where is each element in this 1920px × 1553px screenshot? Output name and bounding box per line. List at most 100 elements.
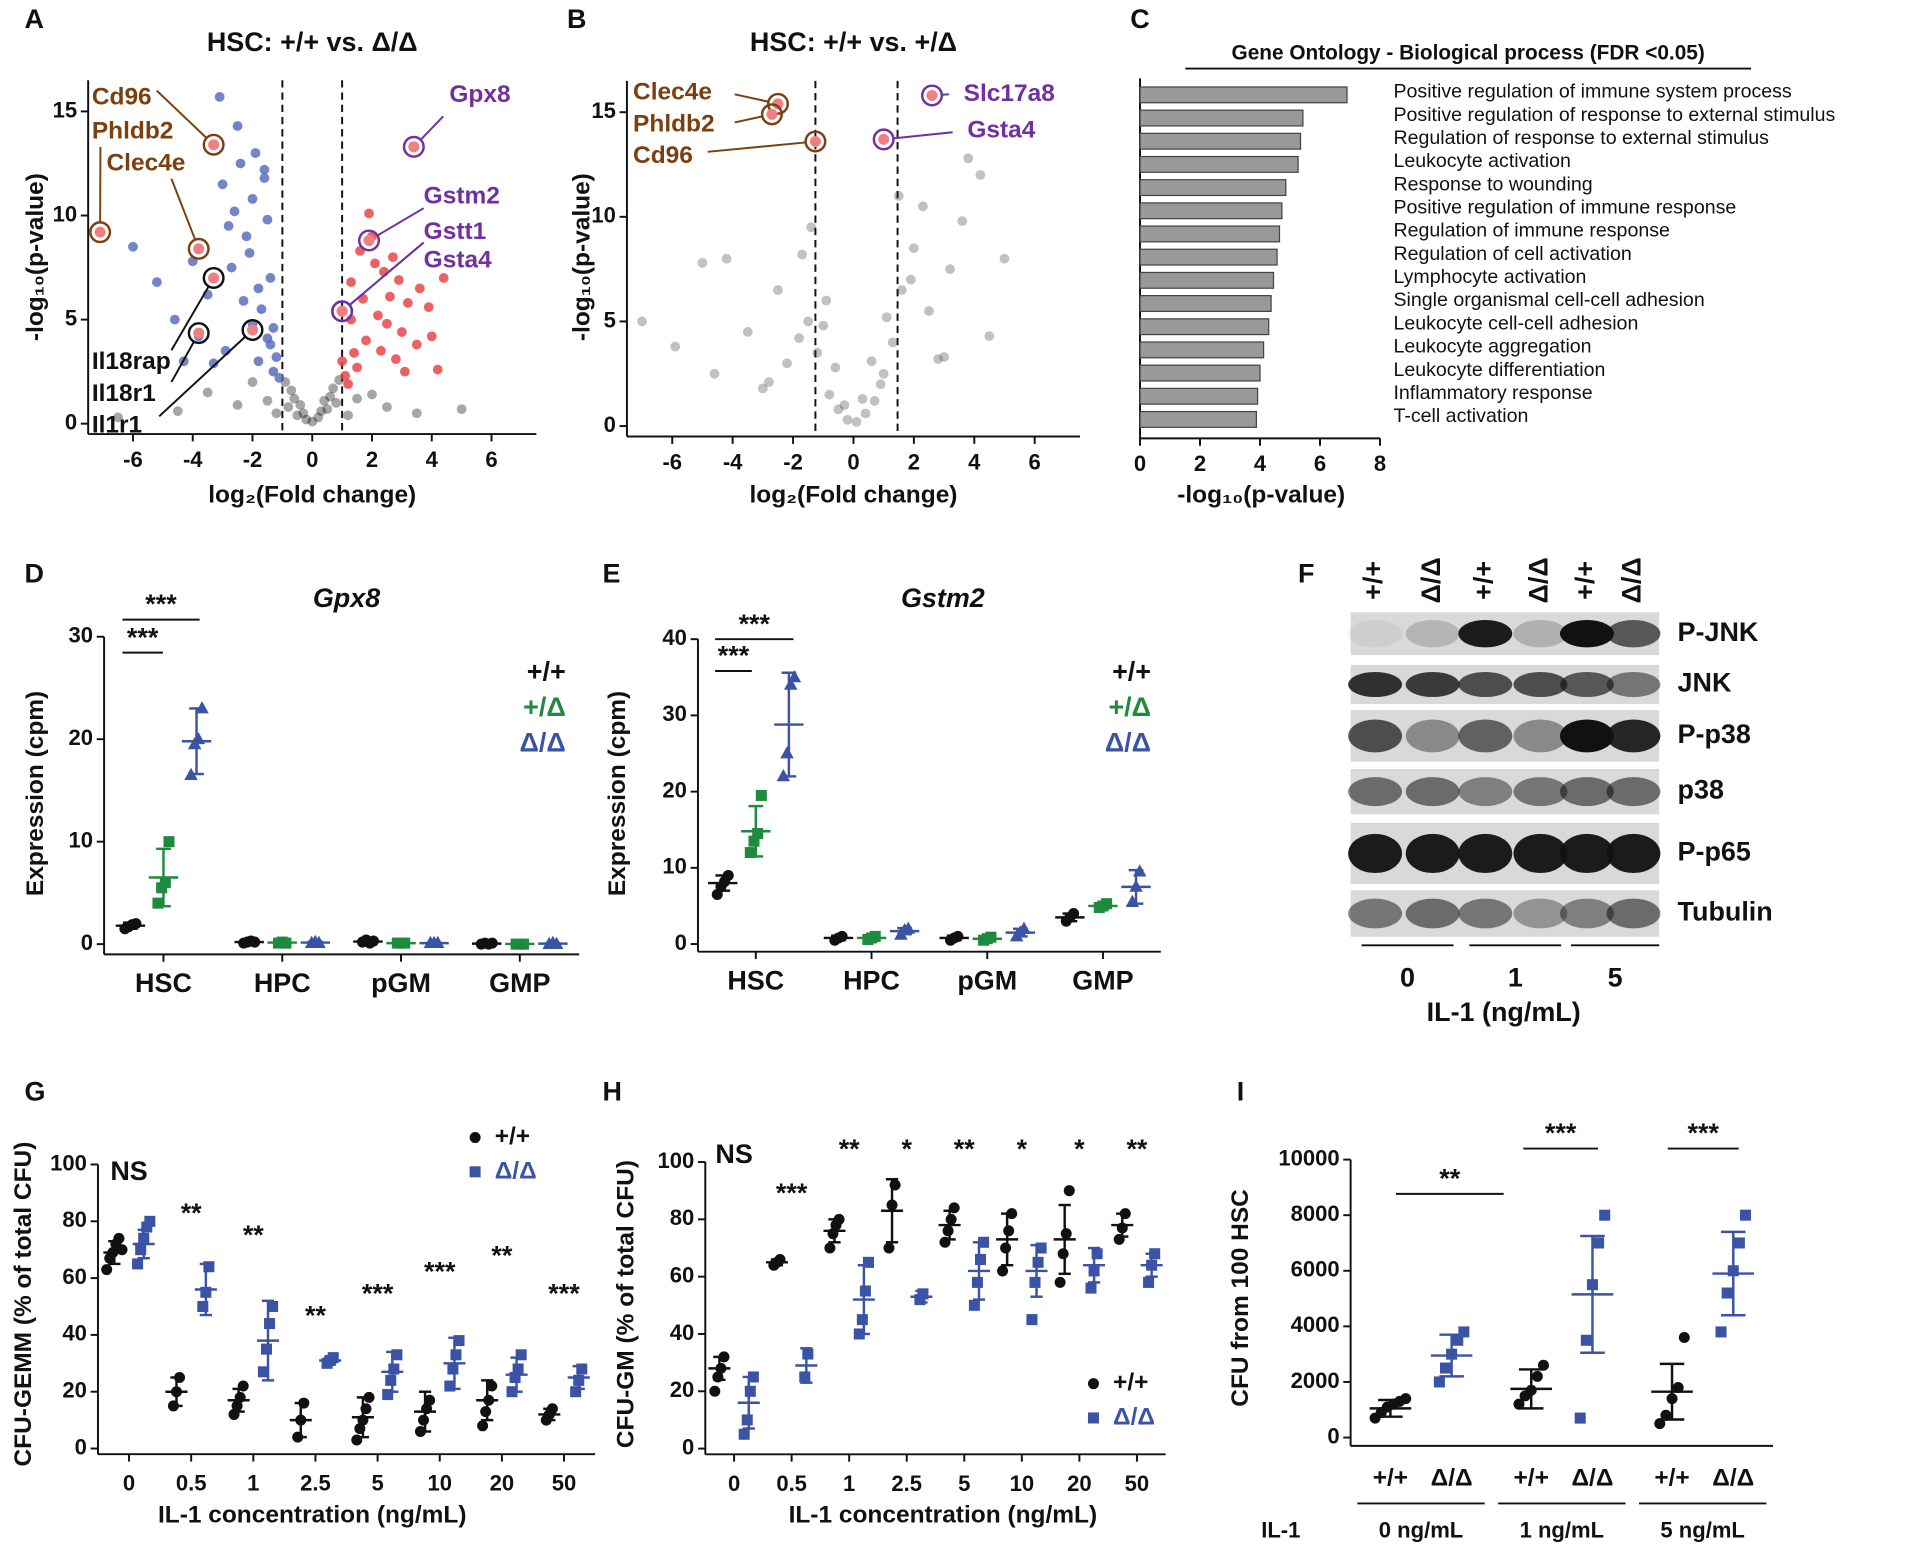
legend-label: Δ/Δ: [1105, 728, 1151, 758]
point: [896, 285, 907, 295]
y-tick-label: 20: [670, 1377, 695, 1402]
x-tick-label: Δ/Δ: [1571, 1464, 1613, 1491]
data-point: [1063, 1185, 1075, 1197]
point: [824, 389, 835, 400]
blot-band: [1458, 619, 1513, 648]
blot-band: [1560, 833, 1614, 874]
x-tick-label: 2: [908, 449, 920, 474]
blot-band: [1513, 719, 1568, 753]
leader-line: [158, 335, 246, 418]
significance-label: *: [901, 1134, 912, 1164]
annotation-label: Clec4e: [107, 150, 186, 177]
data-point: [1060, 1228, 1072, 1240]
category-label: Leukocyte cell-cell adhesion: [1393, 312, 1638, 334]
y-tick-label: 100: [658, 1148, 695, 1173]
y-tick-label: 6000: [1291, 1257, 1340, 1282]
blot-band: [1513, 777, 1568, 807]
x-tick-label: 2.5: [891, 1471, 922, 1496]
point: [262, 395, 273, 406]
highlight-ring: [804, 130, 827, 153]
point: [637, 316, 647, 327]
data-point: [1433, 1376, 1445, 1388]
panel-letter: H: [602, 1077, 621, 1107]
point: [316, 406, 327, 417]
annotation-label: Cd96: [92, 83, 152, 110]
x-tick-label: 0.5: [776, 1471, 807, 1496]
point: [271, 352, 282, 362]
x-tick-label: -4: [183, 447, 203, 472]
highlight-point: [363, 234, 375, 247]
x-tick-label: -2: [783, 449, 803, 474]
bar: [1139, 271, 1275, 289]
x-tick-label: +/+: [1654, 1464, 1689, 1491]
point: [851, 416, 862, 427]
data-point: [738, 1428, 750, 1440]
bar: [1139, 155, 1299, 173]
x-tick-label: 1: [843, 1471, 855, 1496]
y-tick-label: 80: [62, 1207, 87, 1232]
x-tick-label: 10: [427, 1471, 452, 1496]
point: [169, 314, 180, 325]
point: [812, 347, 823, 358]
protein-label: p38: [1678, 775, 1724, 805]
data-point: [486, 1380, 498, 1392]
blot-band: [1405, 833, 1460, 874]
x-tick-label: HSC: [135, 968, 192, 998]
point: [866, 356, 877, 367]
highlight-ring: [760, 103, 783, 126]
data-point: [1035, 1242, 1047, 1254]
point: [229, 206, 240, 217]
point: [393, 275, 404, 285]
panel-letter: A: [24, 4, 43, 34]
blot-band: [1513, 898, 1568, 929]
data-point: [1721, 1287, 1733, 1299]
data-point: [802, 1348, 814, 1360]
highlight-ring: [241, 318, 264, 342]
highlight-point: [246, 324, 259, 336]
data-point: [512, 1363, 524, 1375]
data-point: [1654, 1418, 1666, 1430]
annotation-label: Gsta4: [967, 116, 1035, 143]
y-tick-label: 10: [591, 203, 616, 228]
legend-label: Δ/Δ: [1113, 1403, 1155, 1430]
x-tick-label: 2.5: [300, 1471, 331, 1496]
legend-marker: [1087, 1378, 1099, 1390]
point: [721, 253, 732, 264]
point: [340, 370, 351, 381]
highlight-point: [926, 89, 938, 101]
data-point: [780, 746, 794, 759]
point: [697, 257, 708, 268]
point: [881, 312, 892, 323]
significance-label: **: [1126, 1134, 1147, 1164]
data-point: [859, 1285, 871, 1297]
significance-label: **: [1439, 1164, 1460, 1194]
significance-label: ***: [145, 589, 177, 619]
lane-label: +/+: [1358, 561, 1388, 600]
data-point: [1143, 1276, 1155, 1288]
highlight-point: [208, 139, 220, 151]
point: [232, 121, 243, 131]
highlight-point: [878, 133, 890, 145]
x-tick-label: -6: [662, 449, 682, 474]
blot-band: [1405, 898, 1460, 929]
point: [939, 352, 949, 362]
point: [352, 393, 362, 404]
bar: [1139, 109, 1304, 127]
category-label: Leukocyte activation: [1393, 150, 1570, 172]
leader-line: [734, 115, 763, 124]
data-point: [135, 1244, 147, 1256]
category-label: Lymphocyte activation: [1393, 266, 1586, 288]
data-point: [570, 1386, 582, 1398]
y-axis-label: CFU-GM (% of total CFU): [612, 1160, 639, 1448]
bar: [1139, 202, 1283, 220]
x-axis-label: IL-1 concentration (ng/mL): [158, 1501, 467, 1528]
leader-line: [376, 207, 425, 237]
blot-band: [1606, 898, 1661, 929]
bar: [1139, 318, 1270, 336]
y-tick-label: 0: [1327, 1423, 1339, 1448]
highlight-ring: [920, 84, 944, 107]
point: [301, 414, 312, 425]
data-point: [388, 1363, 400, 1375]
x-tick-label: 10: [1010, 1471, 1035, 1496]
y-axis-label: Expression (cpm): [604, 691, 631, 896]
